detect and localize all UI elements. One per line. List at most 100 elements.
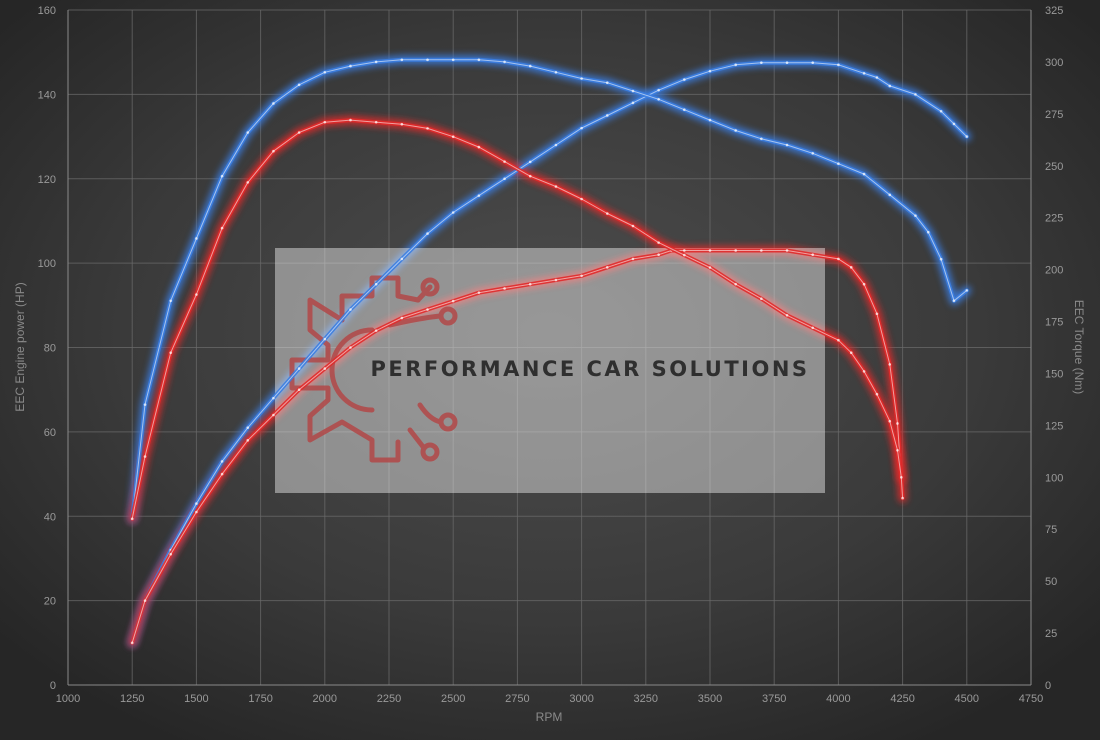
data-point <box>272 102 275 105</box>
x-axis-ticks: 1000 1250 1500 1750 2000 2250 2500 2750 3000 3250… <box>56 693 1043 705</box>
data-point <box>297 388 301 391</box>
data-point <box>837 63 840 67</box>
data-point <box>901 496 904 500</box>
series-core-2 <box>131 59 968 519</box>
data-point <box>605 114 609 117</box>
data-point <box>875 76 879 79</box>
data-point <box>657 88 660 92</box>
y-tick-label: 40 <box>44 511 56 523</box>
data-point <box>426 232 429 235</box>
data-point <box>323 120 327 124</box>
data-point <box>246 131 250 134</box>
data-point <box>657 98 660 101</box>
data-point <box>965 289 969 292</box>
data-point <box>477 58 481 62</box>
data-point <box>195 502 198 505</box>
data-point <box>130 517 134 521</box>
x-tick-label: 3250 <box>634 693 658 705</box>
y2-tick-label: 100 <box>1045 472 1063 484</box>
data-point <box>862 172 866 176</box>
data-point <box>554 143 558 147</box>
y-tick-label: 60 <box>44 427 56 439</box>
data-point <box>503 60 506 64</box>
data-point <box>631 89 635 93</box>
y-axis-left-ticks: 0 20 40 60 80 100 120 140 160 <box>38 5 56 692</box>
y-tick-label: 140 <box>38 89 56 101</box>
data-point <box>554 185 558 188</box>
data-point <box>323 71 327 74</box>
data-point <box>554 71 558 74</box>
data-point <box>400 58 404 62</box>
y-axis-right-label: EEC Torque (Nm) <box>1072 300 1086 394</box>
data-point <box>896 449 899 452</box>
data-point <box>477 194 481 197</box>
data-point <box>400 316 404 320</box>
data-point <box>220 226 224 230</box>
data-point <box>400 122 404 126</box>
x-tick-label: 1250 <box>120 693 144 705</box>
x-tick-label: 2750 <box>505 693 529 705</box>
data-point <box>169 351 173 354</box>
data-point <box>580 197 583 201</box>
y2-tick-label: 325 <box>1045 5 1063 17</box>
x-tick-label: 4250 <box>890 693 914 705</box>
x-tick-label: 3500 <box>698 693 722 705</box>
data-point <box>246 426 250 429</box>
watermark-text: PERFORMANCE CAR SOLUTIONS <box>370 357 809 381</box>
series-core-0 <box>131 62 968 643</box>
y2-tick-label: 300 <box>1045 57 1063 69</box>
data-point <box>760 137 763 141</box>
x-tick-label: 4000 <box>826 693 850 705</box>
watermark-panel <box>275 248 825 493</box>
plot-frame <box>67 10 1032 686</box>
data-point <box>195 237 198 240</box>
data-point <box>760 61 763 65</box>
data-point <box>708 266 712 269</box>
y2-tick-label: 175 <box>1045 317 1063 329</box>
data-point <box>528 64 532 68</box>
data-point <box>451 58 455 62</box>
data-point <box>374 282 378 286</box>
data-point <box>683 108 686 111</box>
x-tick-label: 4500 <box>955 693 979 705</box>
data-point <box>785 61 789 65</box>
data-point <box>849 266 853 269</box>
data-point <box>837 338 840 342</box>
data-point <box>952 122 956 126</box>
data-point <box>272 149 275 153</box>
y-tick-label: 160 <box>38 5 56 17</box>
data-point <box>939 257 943 261</box>
data-point <box>143 455 147 458</box>
x-tick-label: 3750 <box>762 693 786 705</box>
data-point <box>246 181 250 184</box>
y2-tick-label: 150 <box>1045 368 1063 380</box>
data-point <box>811 253 815 256</box>
data-point <box>875 392 879 396</box>
x-tick-label: 1000 <box>56 693 80 705</box>
data-point <box>760 297 763 300</box>
data-point <box>195 293 198 296</box>
data-point <box>837 257 840 261</box>
data-point <box>708 69 712 73</box>
series-core-1 <box>131 250 902 643</box>
data-point <box>220 472 224 476</box>
data-point <box>451 211 455 214</box>
data-point <box>349 118 352 122</box>
data-point <box>297 367 301 370</box>
data-point <box>760 249 763 252</box>
data-point <box>888 84 892 88</box>
data-point <box>605 212 609 215</box>
data-point <box>323 367 327 370</box>
data-point <box>169 299 173 303</box>
data-point <box>837 162 840 165</box>
data-point <box>926 230 930 234</box>
y-axis-left-label: EEC Engine power (HP) <box>13 282 27 411</box>
data-point <box>451 135 455 138</box>
data-point <box>400 257 404 261</box>
data-point <box>580 126 583 130</box>
data-point <box>811 326 815 330</box>
data-point <box>503 177 506 181</box>
data-point <box>785 314 789 317</box>
data-point <box>785 143 789 147</box>
